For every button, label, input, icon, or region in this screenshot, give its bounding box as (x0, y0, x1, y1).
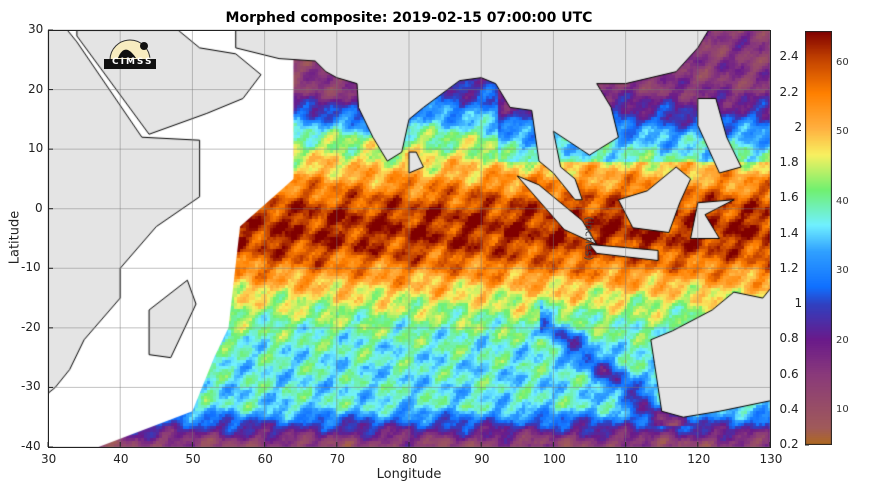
colorbar-tick-label-inches: 2.4 (780, 49, 799, 63)
y-tick-label: 10 (28, 141, 43, 155)
colorbar-tick-label-inches: 2.2 (780, 85, 799, 99)
x-tick-label: 100 (543, 452, 566, 466)
colorbar-tick-label-mm: 10 (836, 404, 849, 415)
colorbar-tick-label-mm: 60 (836, 57, 849, 68)
colorbar-units-label: (inches) (583, 216, 596, 260)
x-axis-label: Longitude (48, 467, 770, 482)
x-tick-label: 110 (615, 452, 638, 466)
x-tick-label: 30 (41, 452, 56, 466)
logo-text: CIMSS (112, 57, 153, 67)
x-tick-label: 120 (687, 452, 710, 466)
colorbar-tick-label-inches: 0.6 (780, 367, 799, 381)
x-tick-label: 50 (185, 452, 200, 466)
y-tick-label: 30 (28, 22, 43, 36)
y-axis-label: Latitude (7, 211, 22, 265)
colorbar-tick-label-inches: 1.4 (780, 226, 799, 240)
tpw-figure: Morphed composite: 2019-02-15 07:00:00 U… (0, 0, 890, 495)
x-tick-label: 40 (113, 452, 128, 466)
colorbar-tick-label-mm: 50 (836, 126, 849, 137)
colorbar-tick-label-inches: 0.2 (780, 437, 799, 451)
colorbar-tick-label-inches: 0.4 (780, 402, 799, 416)
y-tick-label: 0 (35, 201, 43, 215)
colorbar-tick-label-mm: 30 (836, 265, 849, 276)
x-tick-label: 60 (258, 452, 273, 466)
colorbar-tick-label-mm: 40 (836, 196, 849, 207)
colorbar-tick-label-inches: 1.8 (780, 155, 799, 169)
colorbar-tick-label-inches: 1.2 (780, 261, 799, 275)
y-tick-label: 20 (28, 82, 43, 96)
y-tick-label: -20 (21, 320, 41, 334)
colorbar (805, 31, 832, 445)
y-tick-label: -30 (21, 379, 41, 393)
map-axes (0, 0, 890, 495)
colorbar-tick-label-inches: 1.6 (780, 190, 799, 204)
colorbar-tick-label-inches: 1 (795, 296, 803, 310)
x-tick-label: 130 (760, 452, 783, 466)
y-tick-label: -40 (21, 439, 41, 453)
colorbar-tick-label-inches: 2 (795, 120, 803, 134)
x-tick-label: 90 (474, 452, 489, 466)
colorbar-tick-label-mm: 20 (836, 335, 849, 346)
x-tick-label: 70 (330, 452, 345, 466)
colorbar-tick-label-inches: 0.8 (780, 331, 799, 345)
x-tick-label: 80 (402, 452, 417, 466)
y-tick-label: -10 (21, 260, 41, 274)
